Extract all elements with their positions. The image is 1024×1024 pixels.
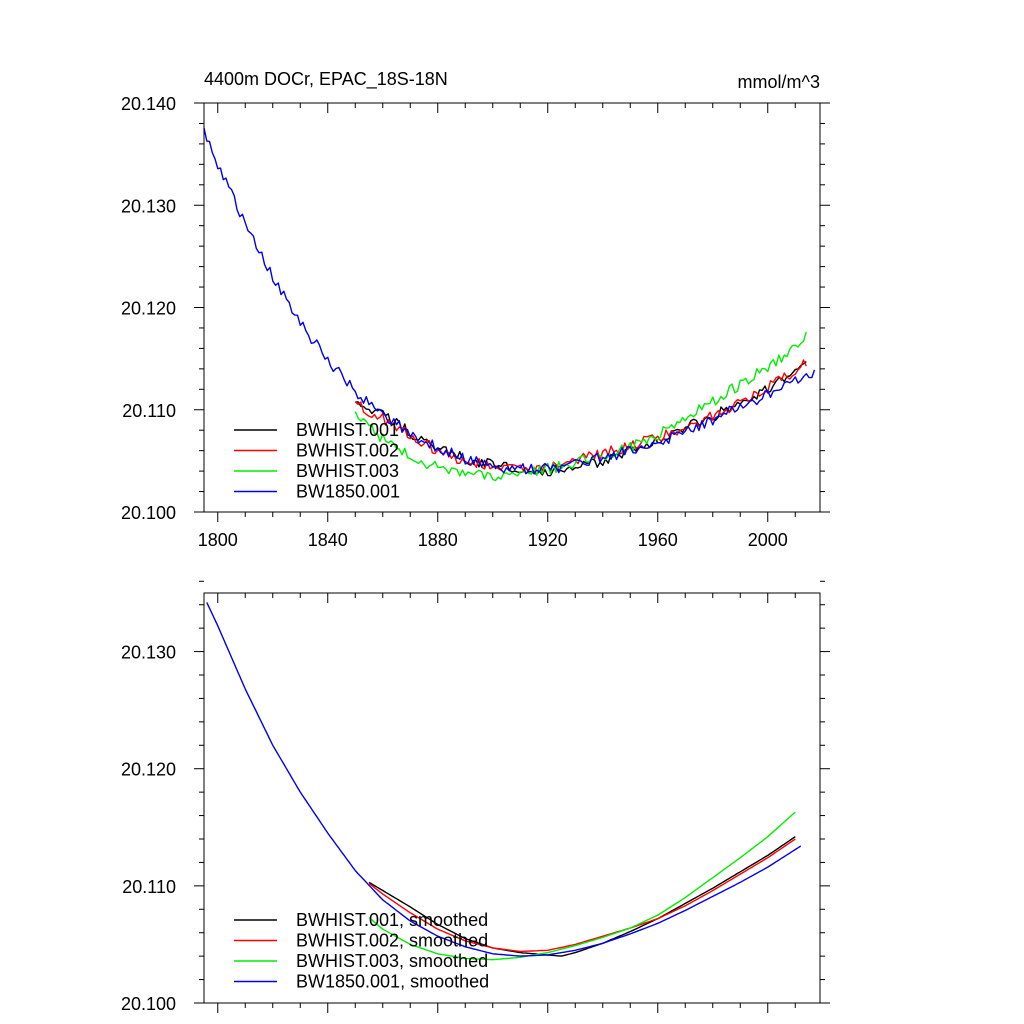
top-series-lines: [203, 127, 816, 482]
bottom-series-lines: [206, 602, 802, 961]
y-tick-label: 20.140: [121, 94, 176, 114]
y-tick-label: 20.110: [122, 401, 176, 421]
bottom-chart: 20.100 20.110 20.120 20.130 BWHIST.001, smo…: [121, 580, 830, 1014]
y-tick-label: 20.130: [121, 196, 176, 216]
legend-label-2: BWHIST.002, smoothed: [296, 931, 488, 951]
series-line-1: [355, 361, 807, 477]
legend-label-1: BWHIST.001, smoothed: [296, 910, 488, 930]
series-line-1: [368, 836, 796, 957]
units-label: mmol/m^3: [738, 72, 820, 92]
x-tick-label: 1880: [418, 530, 458, 550]
x-tick-label: 1960: [638, 530, 678, 550]
legend-label-2: BWHIST.002: [296, 441, 399, 461]
x-tick-label: 1840: [308, 530, 348, 550]
series-line-4: [206, 602, 802, 957]
series-line-3: [354, 331, 807, 482]
x-tick-label: 2000: [748, 530, 788, 550]
series-line-4: [203, 127, 816, 475]
x-tick-label: 1800: [198, 530, 238, 550]
legend-label-3: BWHIST.003, smoothed: [296, 951, 488, 971]
y-tick-label: 20.130: [121, 643, 176, 663]
series-line-2: [368, 838, 796, 953]
series-line-3: [368, 811, 796, 961]
y-tick-label: 20.100: [121, 503, 176, 523]
y-tick-label: 20.100: [121, 994, 176, 1014]
x-tick-label: 1920: [528, 530, 568, 550]
legend-label-4: BW1850.001: [296, 482, 400, 502]
legend-label-4: BW1850.001, smoothed: [296, 972, 489, 992]
legend-label-1: BWHIST.001: [296, 420, 399, 440]
bottom-axis-ticks: 20.100 20.110 20.120 20.130: [121, 580, 830, 1014]
y-tick-label: 20.110: [122, 877, 176, 897]
y-tick-label: 20.120: [121, 760, 176, 780]
top-chart: 4400m DOCr, EPAC_18S-18N mmol/m^3 1800 18…: [121, 69, 830, 550]
top-axis-ticks: 1800 1840 1880 1920 1960 2000 20.100 20.110 20.1…: [121, 94, 830, 550]
legend-label-3: BWHIST.003: [296, 461, 399, 481]
chart-title: 4400m DOCr, EPAC_18S-18N: [204, 69, 448, 90]
bottom-plot-frame: [203, 592, 821, 1004]
y-tick-label: 20.120: [121, 299, 176, 319]
